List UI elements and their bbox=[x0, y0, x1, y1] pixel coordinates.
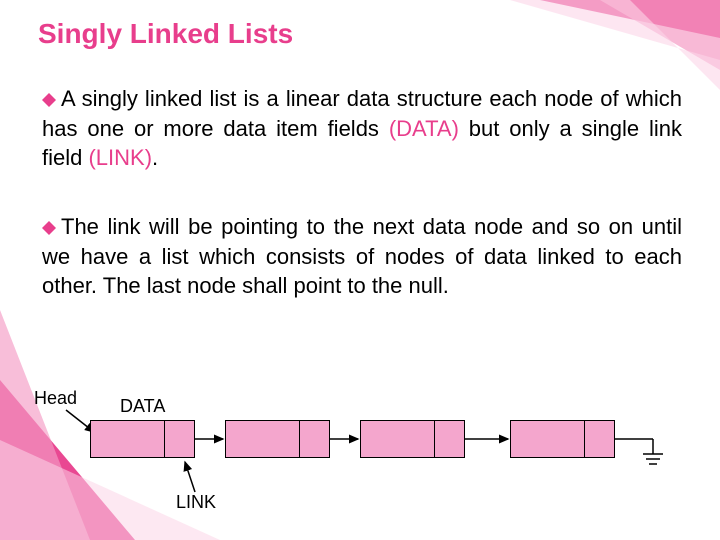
link-label-arrow bbox=[0, 0, 720, 540]
